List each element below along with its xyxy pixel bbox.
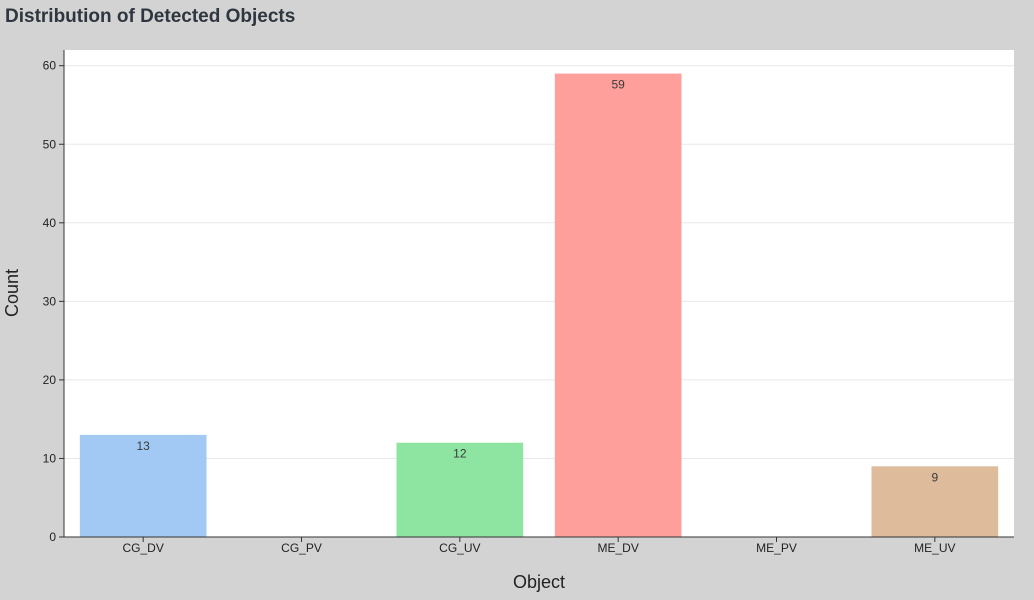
bar-cg-uv [396,442,524,537]
x-tick-label: CG_UV [439,541,480,555]
x-axis-label: Object [513,572,565,592]
y-tick-label: 20 [43,373,57,387]
grid-lines [64,65,1014,459]
x-tick-label: CG_PV [281,541,322,555]
y-axis-ticks: 0 10 20 30 40 50 60 [43,59,64,544]
bar-me-dv [554,73,682,537]
x-tick-label: ME_UV [914,541,955,555]
data-labels: 13 12 59 9 [136,78,938,485]
plot-area [64,50,1014,537]
data-label: 59 [611,78,625,92]
bar-cg-dv [79,434,207,537]
bar-me-uv [871,466,999,537]
x-axis-ticks: CG_DV CG_PV CG_UV ME_DV ME_PV ME_UV [122,537,956,555]
y-axis-label: Count [2,269,22,317]
data-label: 9 [931,470,938,484]
y-tick-label: 30 [43,294,57,308]
data-label: 12 [453,447,467,461]
y-tick-label: 60 [43,59,57,73]
y-tick-label: 50 [43,137,57,151]
chart-title: Distribution of Detected Objects [5,6,296,27]
x-tick-label: ME_DV [597,541,638,555]
bars [79,73,999,537]
y-tick-label: 10 [43,451,57,465]
data-label: 13 [136,439,150,453]
y-tick-label: 0 [49,530,56,544]
x-tick-label: ME_PV [756,541,797,555]
y-tick-label: 40 [43,216,57,230]
x-tick-label: CG_DV [122,541,163,555]
